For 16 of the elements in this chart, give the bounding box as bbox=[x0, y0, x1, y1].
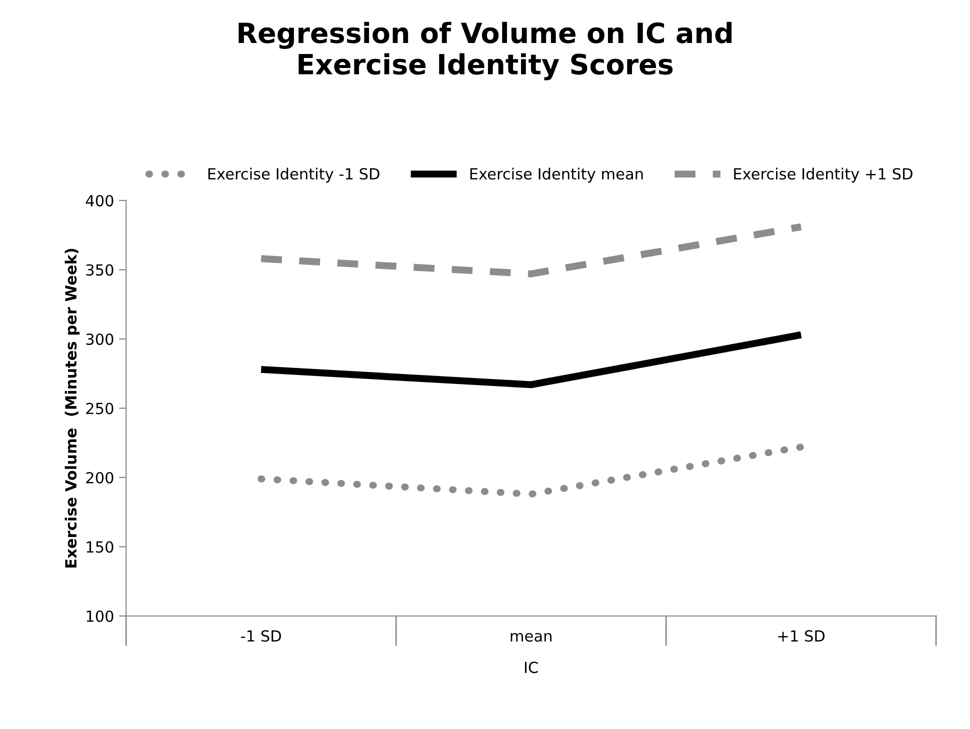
legend-label: Exercise Identity +1 SD bbox=[734, 168, 912, 183]
y-tick-label: 250 bbox=[86, 402, 114, 414]
x-tick-label: +1 SD bbox=[778, 630, 825, 642]
x-axis-title: IC bbox=[524, 662, 538, 674]
x-tick-label: -1 SD bbox=[241, 630, 281, 642]
y-tick-label: 100 bbox=[86, 610, 114, 622]
legend-label: Exercise Identity -1 SD bbox=[208, 168, 380, 183]
y-tick-label: 400 bbox=[86, 194, 114, 206]
legend-label: Exercise Identity mean bbox=[470, 168, 643, 183]
y-tick-label: 150 bbox=[86, 541, 114, 553]
x-tick-label: mean bbox=[510, 632, 552, 642]
y-tick-label: 350 bbox=[86, 264, 114, 276]
y-axis-title: Exercise Volume (Minutes per Week) bbox=[64, 248, 80, 568]
y-tick-label: 300 bbox=[86, 333, 114, 346]
chart-title: Regression of Volume on IC and Exercise Identity Scores bbox=[238, 22, 732, 80]
y-tick-label: 200 bbox=[86, 472, 114, 484]
